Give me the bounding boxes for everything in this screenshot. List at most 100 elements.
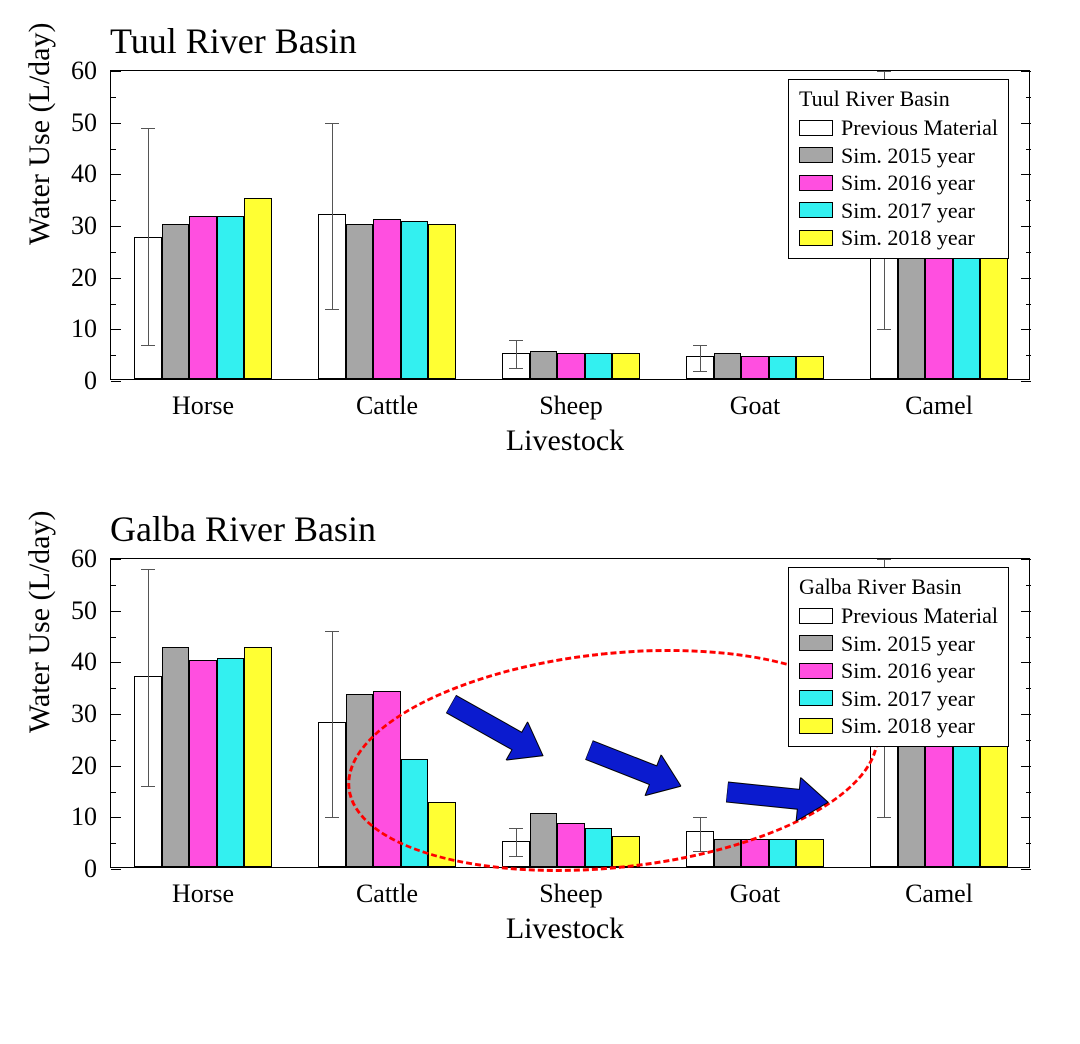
ytick-label: 50: [71, 596, 97, 626]
legend-swatch: [799, 147, 833, 163]
panel-title: Tuul River Basin: [110, 20, 1060, 62]
legend-swatch: [799, 120, 833, 136]
legend-row: Sim. 2018 year: [799, 712, 998, 740]
ytick-major-right: [1021, 278, 1031, 279]
y-axis-label: Water Use (L/day): [23, 205, 57, 245]
error-cap: [325, 817, 339, 818]
legend-swatch: [799, 635, 833, 651]
xtick-label: Horse: [172, 879, 234, 909]
bar-sim2018: [796, 356, 824, 379]
bar-sim2018: [244, 198, 272, 379]
ytick-minor: [111, 304, 116, 305]
bar-sim2015: [530, 351, 558, 379]
xtick-label: Horse: [172, 391, 234, 421]
error-bar: [700, 817, 701, 851]
ytick-label: 40: [71, 159, 97, 189]
bar-sim2017: [401, 759, 429, 868]
bar-sim2017: [401, 221, 429, 379]
error-cap: [877, 817, 891, 818]
ytick-major: [111, 329, 121, 330]
bar-sim2016: [557, 823, 585, 867]
legend-row: Sim. 2018 year: [799, 224, 998, 252]
annotation-arrow: [581, 730, 689, 807]
legend-title: Tuul River Basin: [799, 86, 998, 112]
bar-sim2017: [217, 216, 245, 379]
ytick-minor: [111, 585, 116, 586]
legend-label: Sim. 2018 year: [841, 712, 975, 740]
error-cap: [325, 123, 339, 124]
bar-sim2017: [585, 828, 613, 867]
error-cap: [509, 856, 523, 857]
error-cap: [141, 128, 155, 129]
xtick-label: Sheep: [539, 391, 603, 421]
error-cap: [325, 631, 339, 632]
x-axis-label: Livestock: [70, 424, 1060, 458]
ytick-minor-right: [1026, 149, 1031, 150]
ytick-major: [111, 278, 121, 279]
legend-label: Sim. 2017 year: [841, 685, 975, 713]
plot-area: 0102030405060HorseCattleSheepGoatCamelGa…: [110, 558, 1030, 868]
xtick-label: Cattle: [356, 879, 418, 909]
bar-sim2015: [162, 224, 190, 379]
bar-sim2018: [428, 802, 456, 867]
bar-sim2016: [557, 353, 585, 379]
error-cap: [877, 559, 891, 560]
ytick-major: [111, 71, 121, 72]
xtick-label: Camel: [905, 879, 973, 909]
legend-row: Sim. 2015 year: [799, 142, 998, 170]
legend-swatch: [799, 230, 833, 246]
legend-label: Sim. 2017 year: [841, 197, 975, 225]
ytick-major: [111, 817, 121, 818]
xtick-label: Goat: [730, 391, 781, 421]
ytick-major: [111, 174, 121, 175]
ytick-label: 10: [71, 314, 97, 344]
bar-sim2017: [585, 353, 613, 379]
legend-row: Sim. 2016 year: [799, 657, 998, 685]
annotation-arrow: [441, 684, 555, 774]
bar-sim2016: [741, 356, 769, 379]
ytick-minor: [111, 740, 116, 741]
ytick-label: 20: [71, 263, 97, 293]
ytick-major-right: [1021, 381, 1031, 382]
ytick-label: 0: [84, 854, 97, 884]
ytick-major-right: [1021, 559, 1031, 560]
error-cap: [877, 71, 891, 72]
bar-sim2016: [373, 219, 401, 379]
legend-label: Sim. 2016 year: [841, 657, 975, 685]
legend-swatch: [799, 175, 833, 191]
legend-row: Sim. 2017 year: [799, 197, 998, 225]
legend-row: Previous Material: [799, 114, 998, 142]
plot-wrap: Water Use (L/day) 0102030405060HorseCattl…: [20, 70, 1060, 380]
ytick-minor-right: [1026, 304, 1031, 305]
error-cap: [141, 345, 155, 346]
legend-row: Previous Material: [799, 602, 998, 630]
ytick-minor-right: [1026, 200, 1031, 201]
ytick-major-right: [1021, 123, 1031, 124]
ytick-minor-right: [1026, 585, 1031, 586]
legend-title: Galba River Basin: [799, 574, 998, 600]
ytick-minor: [111, 200, 116, 201]
error-cap: [509, 340, 523, 341]
error-bar: [148, 569, 149, 786]
ytick-minor-right: [1026, 355, 1031, 356]
legend-label: Sim. 2016 year: [841, 169, 975, 197]
error-cap: [877, 329, 891, 330]
ytick-minor-right: [1026, 843, 1031, 844]
bar-sim2016: [373, 691, 401, 867]
ytick-minor: [111, 355, 116, 356]
error-cap: [325, 309, 339, 310]
legend-swatch: [799, 718, 833, 734]
ytick-minor-right: [1026, 97, 1031, 98]
bar-sim2016: [741, 839, 769, 867]
ytick-label: 30: [71, 211, 97, 241]
legend-swatch: [799, 202, 833, 218]
ytick-major: [111, 381, 121, 382]
bar-sim2018: [244, 647, 272, 867]
ytick-major: [111, 869, 121, 870]
bar-sim2018: [612, 836, 640, 867]
ytick-major-right: [1021, 329, 1031, 330]
legend-label: Sim. 2015 year: [841, 630, 975, 658]
ytick-label: 50: [71, 108, 97, 138]
plot-wrap: Water Use (L/day)0102030405060HorseCattl…: [20, 558, 1060, 868]
plot-area: 0102030405060HorseCattleSheepGoatCamelTu…: [110, 70, 1030, 380]
